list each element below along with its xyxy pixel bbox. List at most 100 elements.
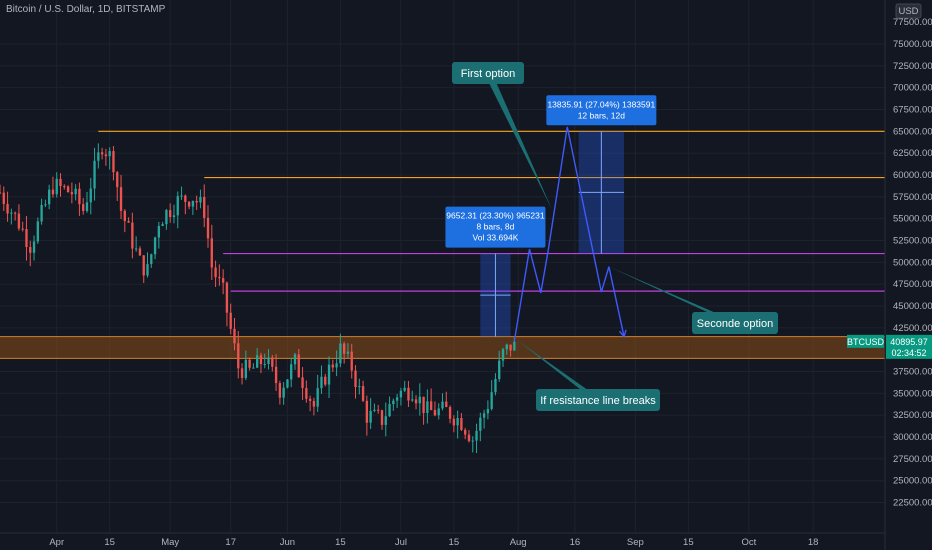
callout-box (536, 389, 660, 411)
candle-body (191, 200, 195, 207)
candle-body (210, 238, 213, 268)
candle-body (445, 401, 448, 408)
y-tick-label: 75000.00 (893, 39, 932, 50)
candle-body (403, 387, 406, 391)
candle-body (331, 364, 334, 368)
candle-body (293, 354, 297, 365)
y-tick-label: 72500.00 (893, 61, 932, 72)
candle-body (89, 188, 92, 203)
candle-body (464, 429, 467, 435)
candle-body (388, 404, 391, 417)
grid (0, 0, 885, 533)
callout-box (452, 62, 524, 84)
candle-body (172, 215, 176, 218)
candle-body (237, 343, 240, 369)
candle-body (134, 248, 138, 250)
measure-label-line: 13835.91 (27.04%) 1383591 (547, 99, 655, 109)
candle-body (199, 197, 202, 203)
candle-body (17, 213, 21, 229)
y-tick-label: 35000.00 (893, 388, 932, 399)
y-tick-label: 45000.00 (893, 301, 932, 312)
candle-body (108, 151, 111, 157)
candle-body (407, 387, 410, 401)
y-tick-label: 57500.00 (893, 192, 932, 203)
candle-body (486, 408, 490, 414)
candle-body (157, 226, 161, 238)
candle-body (433, 410, 437, 416)
candle-body (0, 192, 2, 194)
candle-body (104, 154, 108, 157)
candle-body (100, 152, 104, 155)
candle-body (312, 400, 316, 407)
x-tick-label: 16 (570, 537, 581, 548)
resistance-zone (0, 336, 885, 359)
candle-body (252, 367, 255, 369)
currency-button[interactable] (895, 3, 922, 19)
candle-body (116, 172, 119, 188)
x-tick-label: Aug (510, 537, 527, 548)
callouts: First option Seconde option If resistance … (452, 62, 778, 411)
candle-body (263, 364, 266, 366)
x-tick-label: 18 (808, 537, 819, 548)
candle-body (21, 228, 24, 230)
y-tick-label: 52500.00 (893, 235, 932, 246)
candle-body (301, 377, 304, 389)
resistance-zone-fill (0, 336, 885, 359)
candle-body (475, 430, 478, 441)
candle-body (365, 400, 369, 423)
candle-body (244, 359, 248, 378)
candle-body (271, 357, 274, 367)
candle-body (259, 355, 263, 365)
x-tick-label: Oct (741, 537, 756, 548)
candle-body (429, 401, 433, 411)
candle-body (373, 409, 376, 411)
measure-label-box (445, 206, 546, 248)
candle-body (380, 410, 384, 425)
candle-body (2, 192, 5, 204)
symbol-tag-label: BTCUSD (847, 337, 885, 347)
candle-body (248, 359, 251, 368)
y-tick-label: 65000.00 (893, 126, 932, 137)
candle-body (456, 417, 459, 426)
callout-pointer (518, 340, 602, 400)
candle-body (460, 417, 463, 430)
candle-body (324, 376, 327, 385)
candle-body (29, 246, 32, 253)
y-tick-label: 32500.00 (893, 410, 932, 421)
y-tick-label: 70000.00 (893, 83, 932, 94)
candle-body (467, 434, 471, 442)
x-tick-label: 15 (683, 537, 694, 548)
projection-arrowhead (618, 329, 627, 338)
candle-body (505, 344, 508, 350)
candle-body (131, 222, 134, 249)
candle-body (225, 282, 229, 313)
candle-body (395, 397, 399, 401)
symbol-tag (847, 334, 884, 348)
candle-body (184, 195, 187, 202)
y-tick-label: 27500.00 (893, 454, 932, 465)
callout-box (692, 312, 778, 334)
candle-body (354, 370, 357, 388)
candle-body (414, 399, 418, 404)
candle-body (305, 388, 308, 399)
measure-label-line: 9652.31 (23.30%) 965231 (446, 211, 545, 221)
y-tick-label: 47500.00 (893, 279, 932, 290)
currency-button-label: USD (898, 6, 918, 17)
candle-body (214, 267, 217, 278)
candle-body (161, 224, 164, 227)
projection-line (513, 126, 625, 342)
candle-body (471, 440, 474, 442)
y-tick-label: 25000.00 (893, 476, 932, 487)
y-tick-label: 67500.00 (893, 104, 932, 115)
y-tick-label: 37500.00 (893, 367, 932, 378)
candle-body (10, 212, 13, 214)
candle-body (150, 254, 153, 265)
candle-body (282, 387, 285, 398)
candle-body (218, 277, 221, 279)
candle-body (47, 189, 51, 205)
candle-body (377, 409, 380, 411)
last-price-tag (886, 334, 932, 359)
y-tick-label: 42500.00 (893, 323, 932, 334)
x-tick-label: 15 (335, 537, 346, 548)
